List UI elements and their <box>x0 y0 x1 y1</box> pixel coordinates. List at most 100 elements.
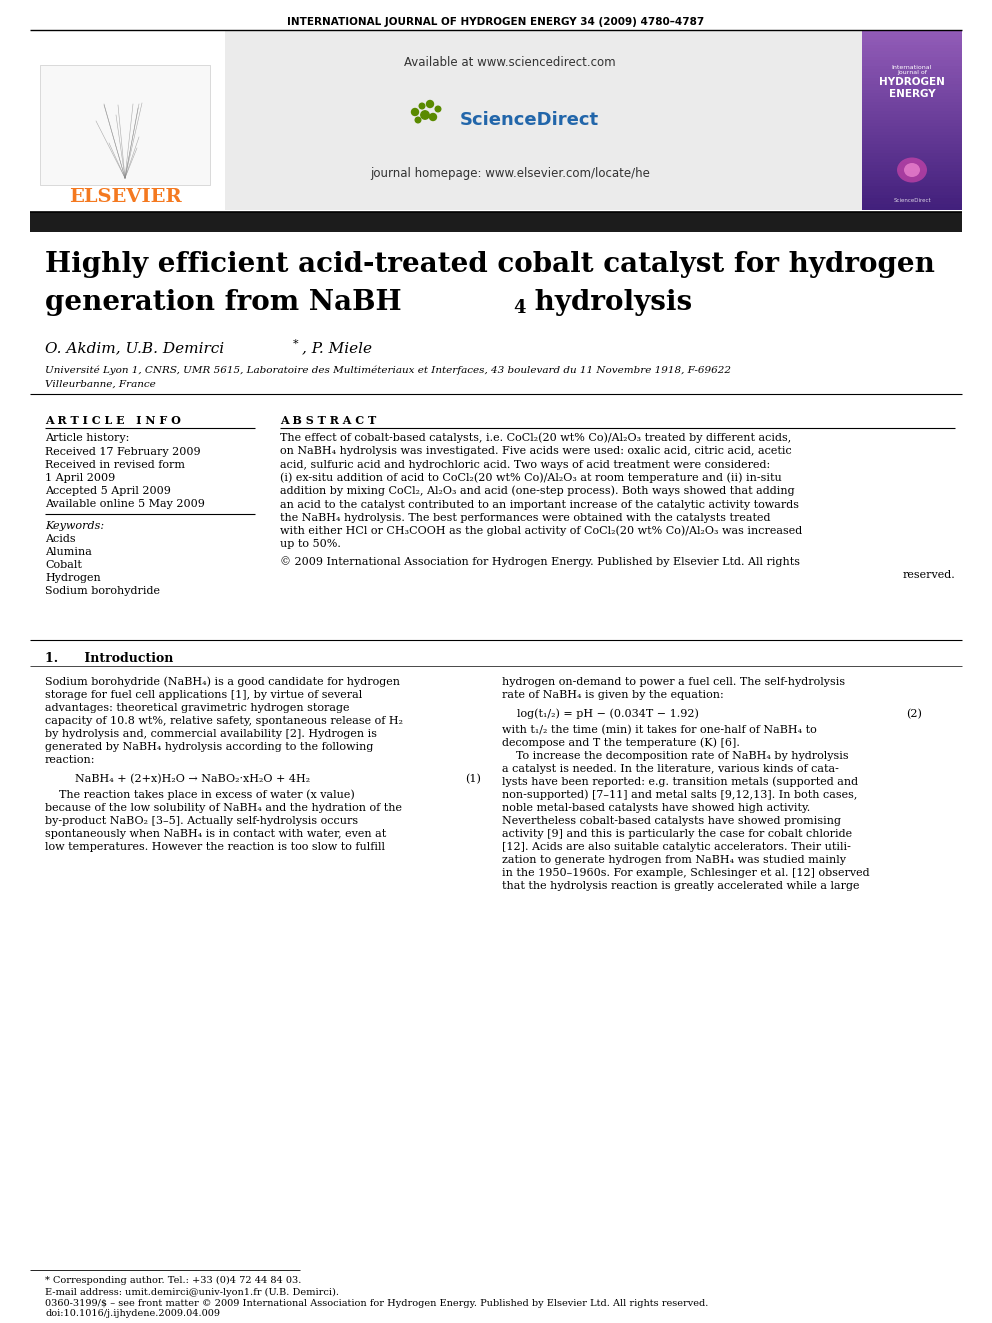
Bar <box>862 78 962 81</box>
Bar <box>862 105 962 108</box>
Bar <box>862 38 962 42</box>
Text: (2): (2) <box>906 709 922 720</box>
Bar <box>862 54 962 57</box>
Bar <box>862 187 962 189</box>
Text: *: * <box>293 339 299 349</box>
Bar <box>862 57 962 60</box>
Text: E-mail address: umit.demirci@univ-lyon1.fr (U.B. Demirci).: E-mail address: umit.demirci@univ-lyon1.… <box>45 1287 339 1297</box>
Bar <box>862 126 962 130</box>
Text: Highly efficient acid-treated cobalt catalyst for hydrogen: Highly efficient acid-treated cobalt cat… <box>45 251 934 279</box>
Bar <box>862 48 962 52</box>
Bar <box>862 42 962 45</box>
Text: hydrolysis: hydrolysis <box>525 290 692 316</box>
Bar <box>862 177 962 180</box>
Text: 1.      Introduction: 1. Introduction <box>45 651 174 664</box>
Bar <box>862 60 962 64</box>
Text: A B S T R A C T: A B S T R A C T <box>280 414 376 426</box>
Text: low temperatures. However the reaction is too slow to fulfill: low temperatures. However the reaction i… <box>45 841 385 852</box>
Text: by-product NaBO₂ [3–5]. Actually self-hydrolysis occurs: by-product NaBO₂ [3–5]. Actually self-hy… <box>45 816 358 826</box>
Bar <box>862 114 962 116</box>
Bar <box>862 144 962 147</box>
Bar <box>862 171 962 175</box>
Text: , P. Miele: , P. Miele <box>302 341 372 355</box>
Text: reserved.: reserved. <box>903 570 955 579</box>
Bar <box>862 30 962 210</box>
Text: Acids: Acids <box>45 534 75 544</box>
Text: rate of NaBH₄ is given by the equation:: rate of NaBH₄ is given by the equation: <box>502 691 724 700</box>
Text: To increase the decomposition rate of NaBH₄ by hydrolysis: To increase the decomposition rate of Na… <box>502 751 848 761</box>
Text: Article history:: Article history: <box>45 433 129 443</box>
Text: doi:10.1016/j.ijhydene.2009.04.009: doi:10.1016/j.ijhydene.2009.04.009 <box>45 1310 220 1319</box>
Circle shape <box>416 118 421 123</box>
Bar <box>862 159 962 161</box>
Bar <box>862 90 962 93</box>
Text: Hydrogen: Hydrogen <box>45 573 101 583</box>
Bar <box>862 30 962 33</box>
Text: a catalyst is needed. In the literature, various kinds of cata-: a catalyst is needed. In the literature,… <box>502 763 839 774</box>
Text: Available online 5 May 2009: Available online 5 May 2009 <box>45 499 205 509</box>
Text: journal homepage: www.elsevier.com/locate/he: journal homepage: www.elsevier.com/locat… <box>370 167 650 180</box>
Text: with either HCl or CH₃COOH as the global activity of CoCl₂(20 wt% Co)/Al₂O₃ was : with either HCl or CH₃COOH as the global… <box>280 525 803 536</box>
Bar <box>862 138 962 142</box>
Text: International
Journal of: International Journal of <box>892 65 932 75</box>
Text: activity [9] and this is particularly the case for cobalt chloride: activity [9] and this is particularly th… <box>502 830 852 839</box>
Bar <box>30 212 962 232</box>
Text: NaBH₄ + (2+x)H₂O → NaBO₂·xH₂O + 4H₂: NaBH₄ + (2+x)H₂O → NaBO₂·xH₂O + 4H₂ <box>75 774 310 785</box>
Bar <box>862 83 962 87</box>
Bar <box>862 33 962 36</box>
Text: ELSEVIER: ELSEVIER <box>68 188 182 206</box>
Circle shape <box>430 114 436 120</box>
Text: lysts have been reported: e.g. transition metals (supported and: lysts have been reported: e.g. transitio… <box>502 777 858 787</box>
Text: acid, sulfuric acid and hydrochloric acid. Two ways of acid treatment were consi: acid, sulfuric acid and hydrochloric aci… <box>280 459 770 470</box>
Bar <box>862 189 962 192</box>
Text: ScienceDirect: ScienceDirect <box>893 197 930 202</box>
Text: generation from NaBH: generation from NaBH <box>45 290 402 316</box>
Text: Nevertheless cobalt-based catalysts have showed promising: Nevertheless cobalt-based catalysts have… <box>502 816 841 826</box>
Bar <box>862 135 962 138</box>
Bar <box>862 93 962 97</box>
Circle shape <box>420 103 425 108</box>
Text: INTERNATIONAL JOURNAL OF HYDROGEN ENERGY 34 (2009) 4780–4787: INTERNATIONAL JOURNAL OF HYDROGEN ENERGY… <box>288 17 704 26</box>
Text: Accepted 5 April 2009: Accepted 5 April 2009 <box>45 486 171 496</box>
Text: addition by mixing CoCl₂, Al₂O₃ and acid (one-step process). Both ways showed th: addition by mixing CoCl₂, Al₂O₃ and acid… <box>280 486 795 496</box>
Text: by hydrolysis and, commercial availability [2]. Hydrogen is: by hydrolysis and, commercial availabili… <box>45 729 377 740</box>
Text: Available at www.sciencedirect.com: Available at www.sciencedirect.com <box>404 56 616 69</box>
Text: A R T I C L E   I N F O: A R T I C L E I N F O <box>45 414 181 426</box>
Bar <box>862 69 962 71</box>
Text: 0360-3199/$ – see front matter © 2009 International Association for Hydrogen Ene: 0360-3199/$ – see front matter © 2009 In… <box>45 1299 708 1308</box>
Bar <box>862 183 962 187</box>
Text: The reaction takes place in excess of water (x value): The reaction takes place in excess of wa… <box>45 790 355 800</box>
Text: (1): (1) <box>465 774 481 785</box>
Text: the NaBH₄ hydrolysis. The best performances were obtained with the catalysts tre: the NaBH₄ hydrolysis. The best performan… <box>280 513 771 523</box>
Bar <box>862 194 962 198</box>
Bar <box>862 175 962 177</box>
Ellipse shape <box>904 163 920 177</box>
Bar <box>862 66 962 69</box>
Bar <box>862 97 962 99</box>
Text: generated by NaBH₄ hydrolysis according to the following: generated by NaBH₄ hydrolysis according … <box>45 742 373 751</box>
Text: 1 April 2009: 1 April 2009 <box>45 474 115 483</box>
Text: Cobalt: Cobalt <box>45 560 82 570</box>
Text: 4: 4 <box>513 299 526 318</box>
Bar <box>862 147 962 149</box>
Bar <box>862 87 962 90</box>
Bar <box>862 156 962 159</box>
Bar <box>862 64 962 66</box>
Bar <box>862 153 962 156</box>
Bar <box>862 111 962 114</box>
Text: Université Lyon 1, CNRS, UMR 5615, Laboratoire des Multiméteriaux et Interfaces,: Université Lyon 1, CNRS, UMR 5615, Labor… <box>45 365 731 374</box>
Bar <box>862 161 962 165</box>
Bar <box>862 149 962 153</box>
Bar <box>862 206 962 210</box>
Bar <box>862 192 962 194</box>
Bar <box>862 120 962 123</box>
Circle shape <box>427 101 434 107</box>
Bar <box>30 30 225 210</box>
Bar <box>862 123 962 126</box>
Bar <box>862 45 962 48</box>
Text: HYDROGEN
ENERGY: HYDROGEN ENERGY <box>879 77 945 99</box>
Text: non-supported) [7–11] and metal salts [9,12,13]. In both cases,: non-supported) [7–11] and metal salts [9… <box>502 790 857 800</box>
Text: in the 1950–1960s. For example, Schlesinger et al. [12] observed: in the 1950–1960s. For example, Schlesin… <box>502 868 870 878</box>
Ellipse shape <box>897 157 927 183</box>
Bar <box>862 165 962 168</box>
